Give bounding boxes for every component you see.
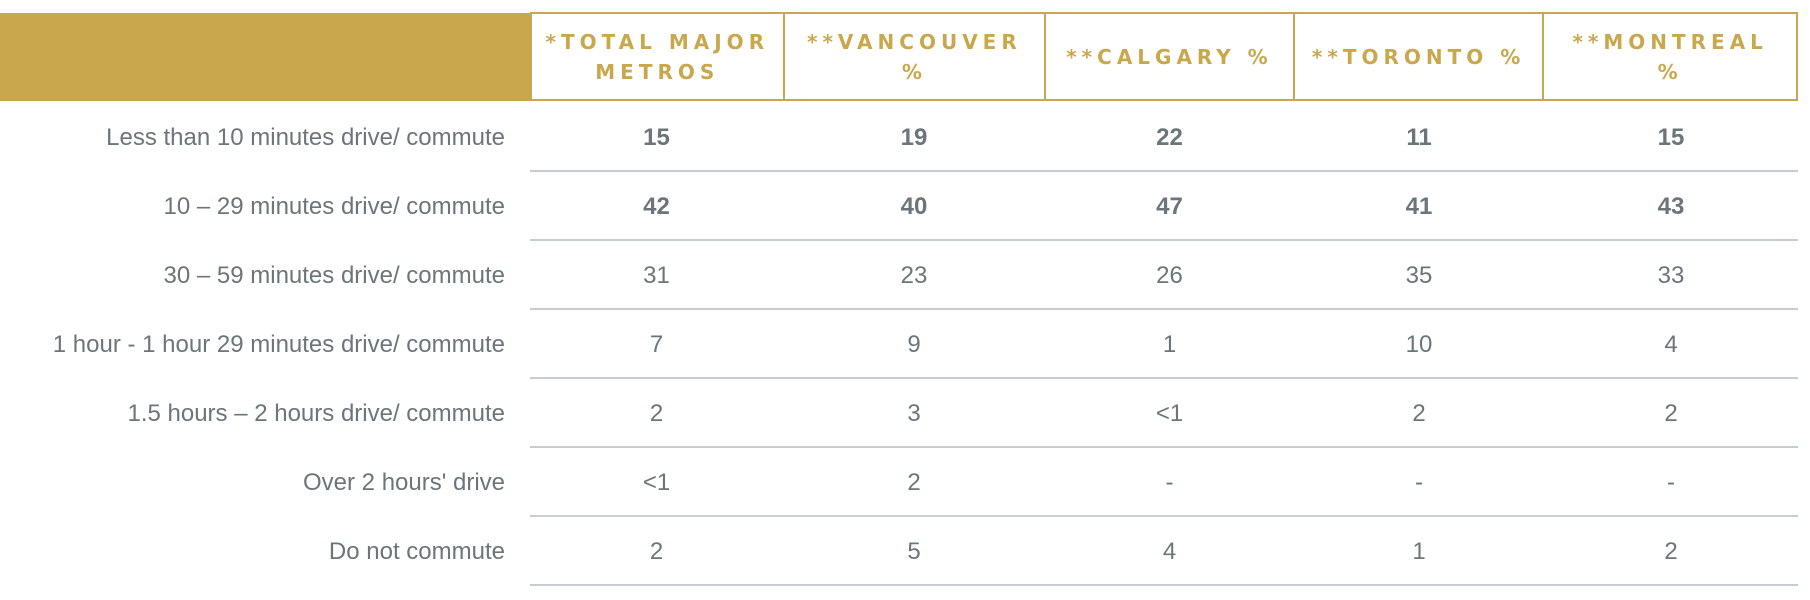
table-cell: 2 <box>1664 537 1678 565</box>
table-cell: <1 <box>642 468 671 496</box>
table-cell: 15 <box>1657 123 1685 151</box>
table-row: 1.5 hours – 2 hours drive/ commute 2 3 <1 2 2 <box>0 379 1810 448</box>
table-cell: 10 <box>1405 330 1433 358</box>
table-cell: 1 <box>1162 330 1177 358</box>
table-row: 1 hour - 1 hour 29 minutes drive/ commut… <box>0 310 1810 379</box>
table-cell: 11 <box>1406 123 1432 151</box>
row-divider <box>530 446 1798 448</box>
table-cell: 4 <box>1664 330 1678 358</box>
table-header-row: *TOTAL MAJOR METROS **VANCOUVER % **CALG… <box>530 12 1798 101</box>
table-cell: 2 <box>649 399 664 427</box>
row-values: 2 3 <1 2 2 <box>530 379 1798 448</box>
table-cell: 9 <box>907 330 921 358</box>
row-values: 2 5 4 1 2 <box>530 517 1798 586</box>
table-row: Less than 10 minutes drive/ commute 15 19 2… <box>0 103 1810 172</box>
row-divider <box>530 170 1798 172</box>
row-values: <1 2 - - - <box>530 448 1798 517</box>
row-label: 1.5 hours – 2 hours drive/ commute <box>127 399 505 427</box>
table-cell: 4 <box>1162 537 1177 565</box>
table-cell: 2 <box>907 468 921 496</box>
row-label: Less than 10 minutes drive/ commute <box>106 123 505 151</box>
table-cell: 41 <box>1405 192 1433 220</box>
row-label: 10 – 29 minutes drive/ commute <box>163 192 506 220</box>
table-cell: - <box>1165 468 1174 496</box>
table-cell: 3 <box>907 399 921 427</box>
table-cell: 7 <box>649 330 664 358</box>
table-cell: 33 <box>1657 261 1685 289</box>
table-cell: 19 <box>900 123 928 151</box>
row-divider <box>530 239 1798 241</box>
table-cell: 5 <box>907 537 921 565</box>
table-cell: 47 <box>1156 192 1183 220</box>
table-row: 10 – 29 minutes drive/ commute 42 40 47 41 43 <box>0 172 1810 241</box>
table-cell: 35 <box>1405 261 1433 289</box>
row-divider <box>530 584 1798 586</box>
table-cell: <1 <box>1155 399 1184 427</box>
table-cell: 2 <box>1664 399 1678 427</box>
table-cell: 2 <box>1412 399 1426 427</box>
table-row: Do not commute 2 5 4 1 2 <box>0 517 1810 586</box>
table-cell: - <box>1415 468 1423 496</box>
table-cell: 22 <box>1156 123 1183 151</box>
row-divider <box>530 308 1798 310</box>
row-divider <box>530 377 1798 379</box>
column-header-calgary: **CALGARY % <box>1044 14 1293 99</box>
row-label: 30 – 59 minutes drive/ commute <box>163 261 506 289</box>
row-values: 15 19 22 11 15 <box>530 103 1798 172</box>
table-cell: 42 <box>643 192 670 220</box>
column-header-total-major-metros: *TOTAL MAJOR METROS <box>530 14 783 99</box>
column-header-vancouver: **VANCOUVER % <box>782 14 1045 99</box>
table-cell: 40 <box>900 192 928 220</box>
row-label: Over 2 hours' drive <box>303 468 505 496</box>
row-values: 7 9 1 10 4 <box>530 310 1798 379</box>
column-header-toronto: **TORONTO % <box>1292 14 1543 99</box>
row-label: 1 hour - 1 hour 29 minutes drive/ commut… <box>52 330 505 358</box>
table-cell: - <box>1667 468 1675 496</box>
table-row: 30 – 59 minutes drive/ commute 31 23 26 35 33 <box>0 241 1810 310</box>
table-cell: 43 <box>1657 192 1685 220</box>
row-label: Do not commute <box>328 537 505 565</box>
table-cell: 23 <box>900 261 928 289</box>
table-cell: 31 <box>643 261 670 289</box>
row-values: 31 23 26 35 33 <box>530 241 1798 310</box>
table-cell: 1 <box>1412 537 1426 565</box>
header-accent-band <box>0 13 530 101</box>
row-values: 42 40 47 41 43 <box>530 172 1798 241</box>
column-header-montreal: **MONTREAL % <box>1542 14 1796 99</box>
table-row: Over 2 hours' drive <1 2 - - - <box>0 448 1810 517</box>
table-cell: 2 <box>649 537 664 565</box>
table-cell: 26 <box>1156 261 1183 289</box>
row-divider <box>530 515 1798 517</box>
table-body: Less than 10 minutes drive/ commute 15 19 2… <box>0 103 1810 586</box>
table-cell: 15 <box>643 123 670 151</box>
